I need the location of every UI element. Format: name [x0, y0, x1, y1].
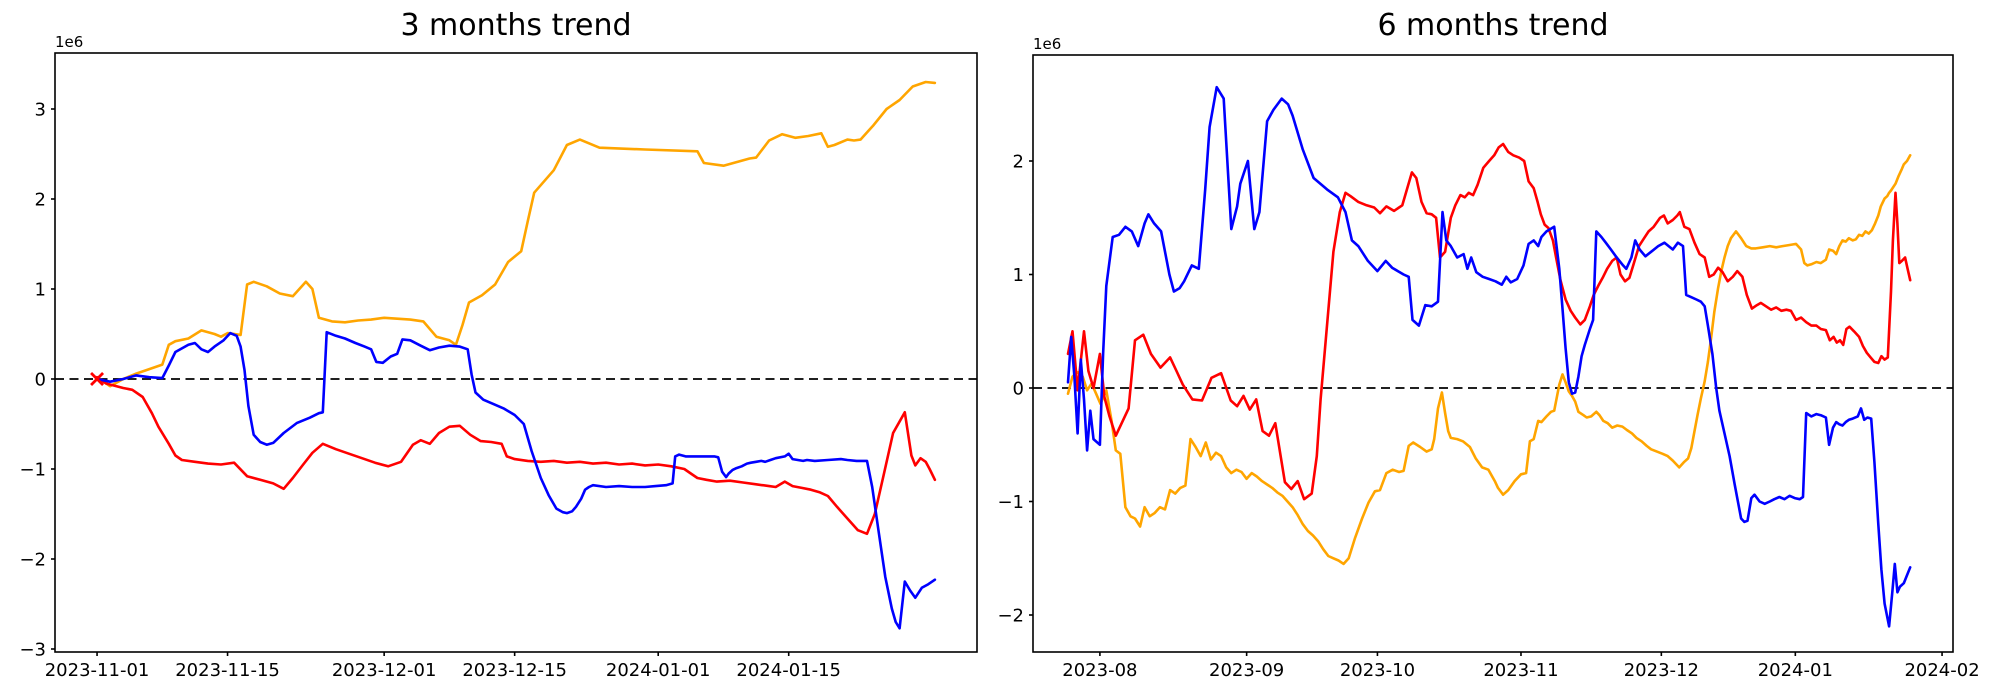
x-tick-label: 2023-11: [1483, 660, 1558, 681]
y-tick-label: 0: [35, 370, 46, 391]
x-tick-label: 2023-08: [1062, 660, 1137, 681]
x-tick-label: 2024-01-01: [606, 660, 711, 681]
x-tick-label: 2023-12-01: [332, 660, 437, 681]
x-tick-label: 2023-12-15: [462, 660, 567, 681]
series-line-red: [95, 375, 937, 536]
y-tick-label: −3: [19, 640, 46, 661]
x-tick-label: 2023-12: [1624, 660, 1699, 681]
x-tick-label: 2023-10: [1340, 660, 1415, 681]
chart-title-6-months: 6 months trend: [1377, 8, 1609, 43]
y-tick-label: 3: [35, 100, 46, 121]
x-tick-label: 2024-01-15: [736, 660, 841, 681]
x-tick-label: 2023-09: [1209, 660, 1284, 681]
y-tick-label: −1: [19, 460, 46, 481]
y-axis-offset-label: 1e6: [55, 33, 83, 51]
plot-border: [54, 52, 978, 653]
series-line-orange: [95, 80, 937, 388]
series-line-orange: [1066, 154, 1912, 566]
start-x-marker: [90, 372, 105, 386]
y-tick-label: 1: [1013, 265, 1024, 286]
series-line-blue: [95, 330, 937, 630]
y-tick-label: 1: [35, 280, 46, 301]
y-tick-label: 2: [1013, 152, 1024, 173]
y-tick-label: −2: [19, 550, 46, 571]
y-tick-label: −1: [997, 492, 1024, 513]
y-tick-label: 2: [35, 190, 46, 211]
plot-border: [1032, 54, 1954, 653]
chart-title-3-months: 3 months trend: [400, 8, 632, 43]
x-tick-label: 2023-11-15: [175, 660, 280, 681]
y-axis-offset-label: 1e6: [1033, 35, 1061, 53]
x-tick-label: 2024-02: [1904, 660, 1979, 681]
x-tick-label: 2023-11-01: [45, 660, 150, 681]
y-tick-label: 0: [1013, 379, 1024, 400]
x-tick-label: 2024-01: [1758, 660, 1833, 681]
series-line-blue: [1066, 85, 1912, 628]
y-tick-label: −2: [997, 606, 1024, 627]
